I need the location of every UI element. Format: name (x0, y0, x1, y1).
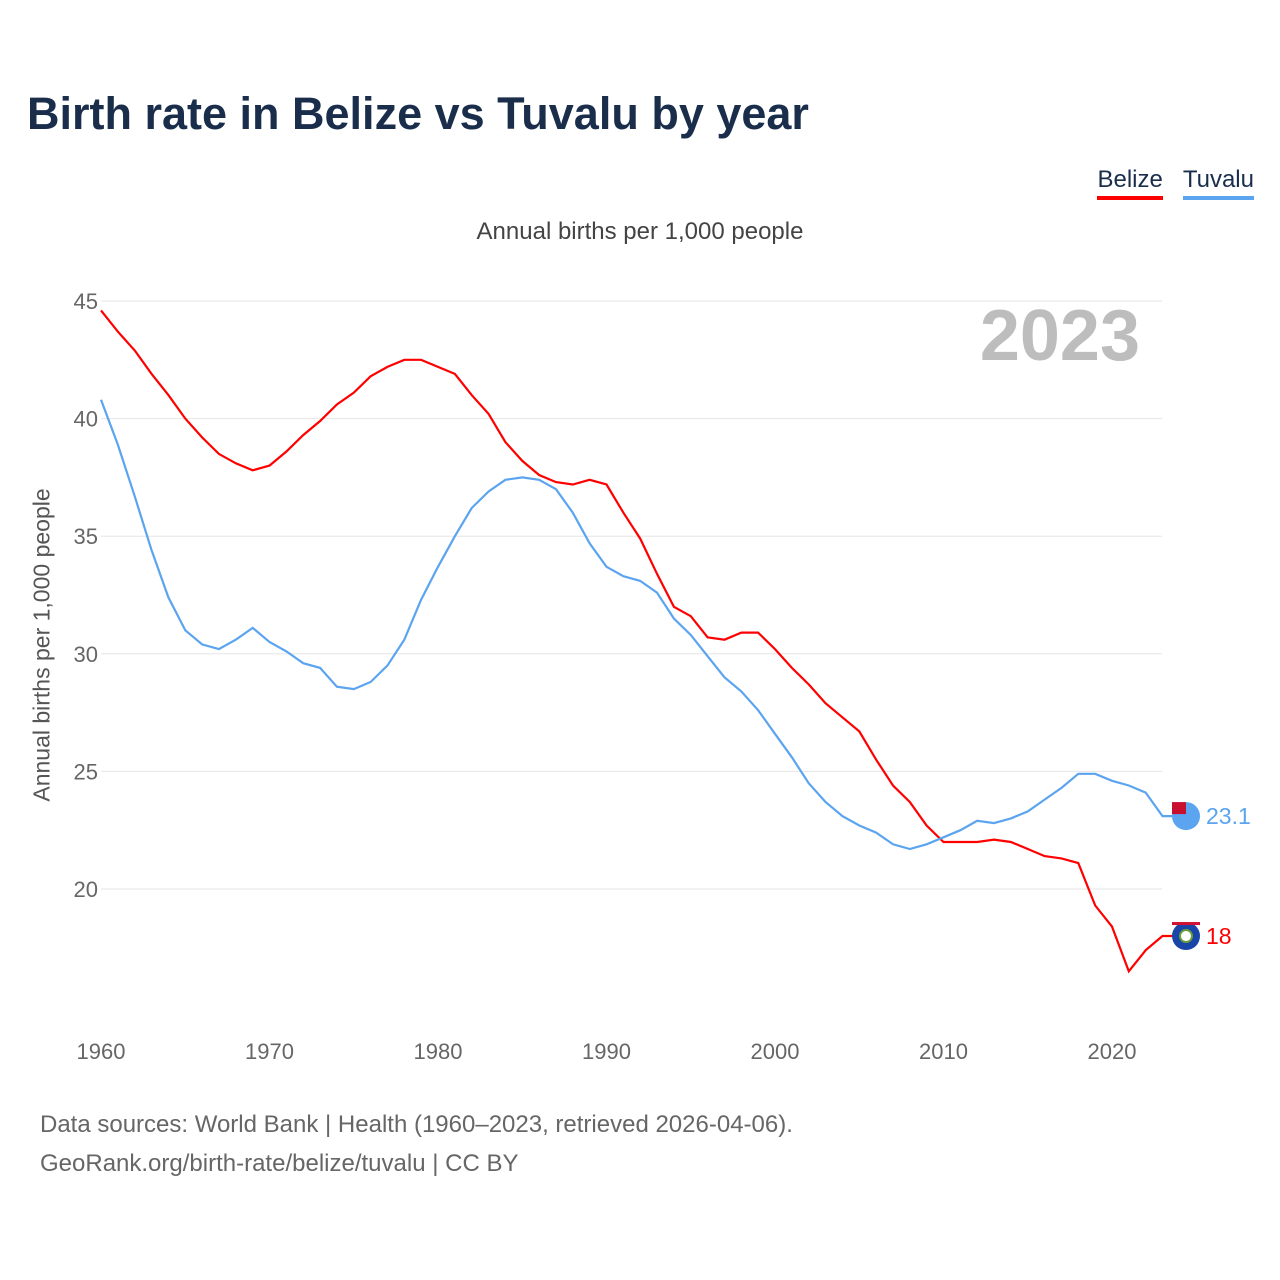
chart-subtitle: Annual births per 1,000 people (476, 218, 804, 245)
y-tick-label: 45 (74, 289, 98, 314)
x-tick-label: 1970 (245, 1039, 294, 1064)
legend-item-belize[interactable]: Belize (1097, 166, 1163, 200)
x-tick-label: 2000 (751, 1039, 800, 1064)
y-tick-label: 35 (74, 524, 98, 549)
belize-flag-emblem (1179, 929, 1193, 944)
legend: Belize Tuvalu (1097, 166, 1254, 200)
y-tick-label: 20 (74, 877, 98, 902)
year-watermark: 2023 (980, 296, 1140, 376)
y-tick-label: 25 (74, 759, 98, 784)
legend-item-tuvalu[interactable]: Tuvalu (1182, 166, 1254, 200)
source-line-2[interactable]: GeoRank.org/birth-rate/belize/tuvalu | C… (40, 1150, 519, 1177)
x-tick-label: 2010 (919, 1039, 968, 1064)
end-label-belize: 18 (1206, 923, 1232, 949)
series-line-tuvalu (99, 399, 1188, 851)
belize-flag-stripe (1172, 922, 1200, 926)
end-label-tuvalu: 23.1 (1206, 803, 1251, 829)
x-tick-label: 1960 (77, 1039, 126, 1064)
x-tick-label: 1990 (582, 1039, 631, 1064)
x-tick-label: 1980 (414, 1039, 463, 1064)
tuvalu-flag-union (1172, 802, 1186, 815)
y-tick-label: 30 (74, 642, 98, 667)
series-line-belize (100, 309, 1188, 974)
y-tick-label: 40 (74, 407, 98, 432)
source-line-1: Data sources: World Bank | Health (1960–… (40, 1111, 793, 1138)
chart-title: Birth rate in Belize vs Tuvalu by year (27, 88, 809, 139)
x-tick-label: 2020 (1088, 1039, 1137, 1064)
source-note: Data sources: World Bank | Health (1960–… (40, 1105, 793, 1183)
